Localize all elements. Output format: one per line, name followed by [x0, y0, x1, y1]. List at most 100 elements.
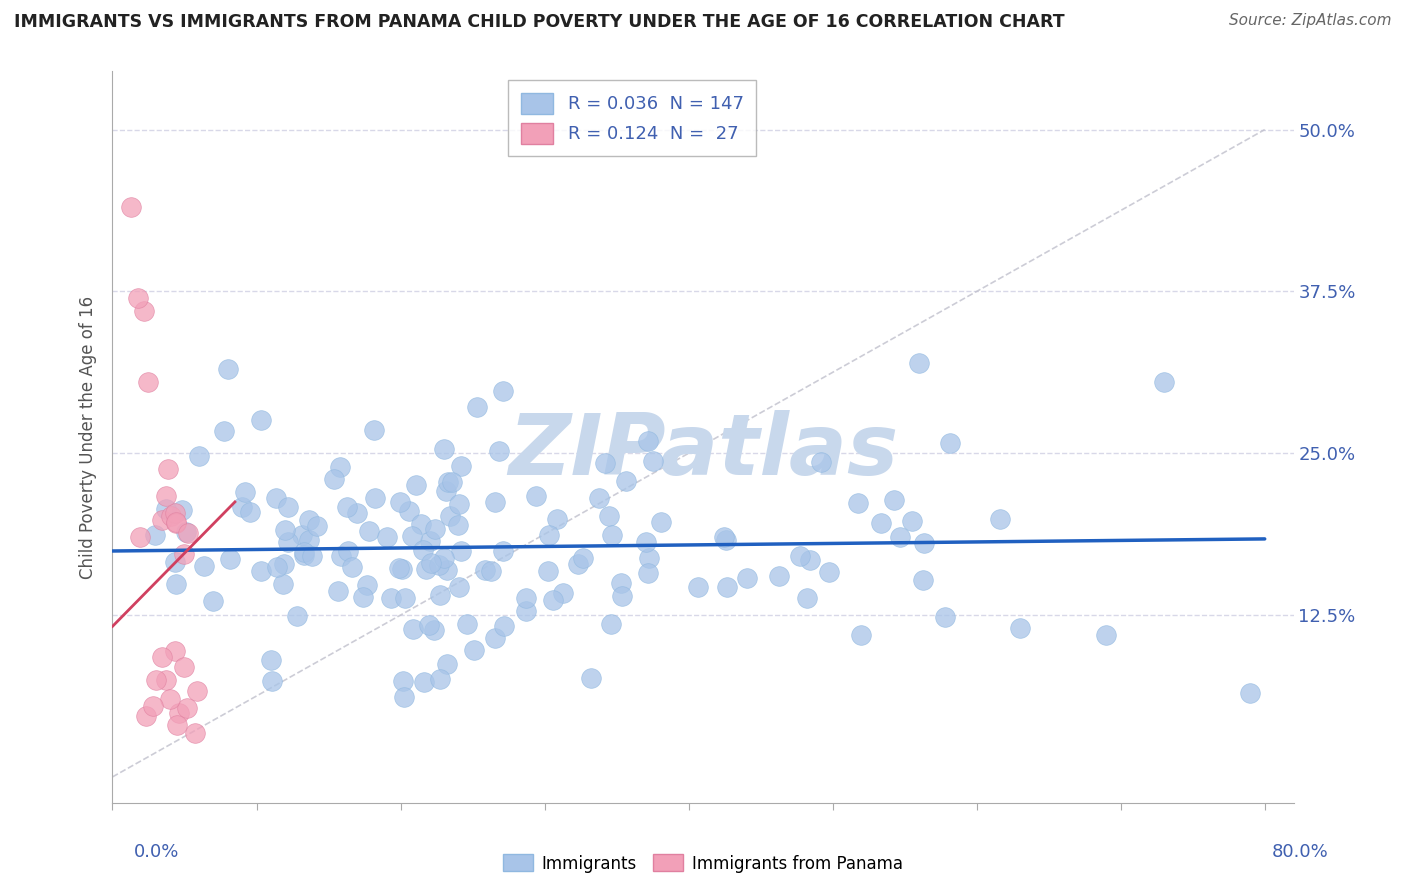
- Point: [412, 543, 434, 558]
- Point: [818, 565, 841, 579]
- Point: [713, 530, 735, 544]
- Point: [264, 491, 287, 505]
- Point: [1008, 621, 1031, 635]
- Point: [186, 683, 208, 698]
- Point: [155, 673, 177, 688]
- Point: [394, 591, 416, 605]
- Point: [638, 551, 661, 566]
- Point: [394, 690, 416, 705]
- Point: [169, 706, 191, 721]
- Point: [274, 523, 297, 537]
- Point: [474, 563, 496, 577]
- Point: [593, 457, 616, 471]
- Point: [634, 534, 657, 549]
- Point: [145, 673, 167, 687]
- Point: [1239, 686, 1261, 700]
- Point: [883, 493, 905, 508]
- Legend: R = 0.036  N = 147, R = 0.124  N =  27: R = 0.036 N = 147, R = 0.124 N = 27: [508, 80, 756, 156]
- Point: [277, 534, 299, 549]
- Point: [465, 400, 488, 414]
- Point: [429, 588, 451, 602]
- Point: [650, 515, 672, 529]
- Point: [433, 550, 456, 565]
- Point: [163, 644, 186, 658]
- Point: [908, 356, 931, 370]
- Point: [328, 583, 350, 598]
- Point: [165, 577, 187, 591]
- Text: Source: ZipAtlas.com: Source: ZipAtlas.com: [1229, 13, 1392, 29]
- Point: [127, 291, 149, 305]
- Point: [176, 525, 198, 540]
- Point: [329, 460, 352, 475]
- Point: [155, 489, 177, 503]
- Point: [572, 550, 595, 565]
- Point: [598, 508, 620, 523]
- Point: [413, 674, 436, 689]
- Point: [150, 513, 173, 527]
- Point: [143, 527, 166, 541]
- Point: [449, 497, 471, 511]
- Point: [260, 653, 283, 667]
- Text: IMMIGRANTS VS IMMIGRANTS FROM PANAMA CHILD POVERTY UNDER THE AGE OF 16 CORRELATI: IMMIGRANTS VS IMMIGRANTS FROM PANAMA CHI…: [14, 13, 1064, 31]
- Point: [789, 549, 811, 563]
- Point: [193, 559, 215, 574]
- Point: [337, 543, 360, 558]
- Point: [439, 508, 461, 523]
- Point: [1153, 375, 1175, 389]
- Point: [231, 500, 253, 515]
- Point: [479, 564, 502, 578]
- Point: [1095, 627, 1118, 641]
- Text: ZIPatlas: ZIPatlas: [508, 410, 898, 493]
- Point: [433, 442, 456, 456]
- Point: [419, 533, 441, 548]
- Point: [810, 455, 832, 469]
- Point: [420, 556, 443, 570]
- Point: [202, 594, 225, 608]
- Point: [402, 622, 425, 636]
- Point: [134, 303, 156, 318]
- Point: [447, 518, 470, 533]
- Point: [484, 632, 506, 646]
- Point: [737, 571, 759, 585]
- Point: [391, 562, 413, 576]
- Point: [392, 673, 415, 688]
- Point: [988, 511, 1011, 525]
- Point: [541, 593, 564, 607]
- Point: [273, 557, 295, 571]
- Point: [301, 549, 323, 563]
- Point: [239, 504, 262, 518]
- Point: [138, 375, 160, 389]
- Point: [599, 616, 621, 631]
- Point: [484, 495, 506, 509]
- Point: [463, 643, 485, 657]
- Point: [335, 500, 357, 515]
- Point: [173, 547, 195, 561]
- Point: [515, 591, 537, 606]
- Point: [330, 549, 353, 564]
- Point: [546, 512, 568, 526]
- Point: [437, 475, 460, 489]
- Point: [714, 533, 737, 547]
- Point: [846, 496, 869, 510]
- Point: [176, 701, 198, 715]
- Point: [129, 530, 152, 544]
- Point: [588, 491, 610, 505]
- Point: [398, 504, 420, 518]
- Point: [567, 557, 589, 571]
- Point: [260, 674, 283, 689]
- Point: [637, 566, 659, 581]
- Point: [768, 568, 790, 582]
- Point: [297, 533, 319, 547]
- Point: [434, 484, 457, 499]
- Point: [357, 524, 380, 539]
- Point: [686, 580, 709, 594]
- Point: [889, 530, 911, 544]
- Point: [610, 575, 633, 590]
- Point: [160, 509, 183, 524]
- Point: [292, 548, 315, 562]
- Point: [429, 673, 451, 687]
- Point: [173, 660, 195, 674]
- Point: [155, 502, 177, 516]
- Point: [492, 543, 515, 558]
- Point: [307, 519, 329, 533]
